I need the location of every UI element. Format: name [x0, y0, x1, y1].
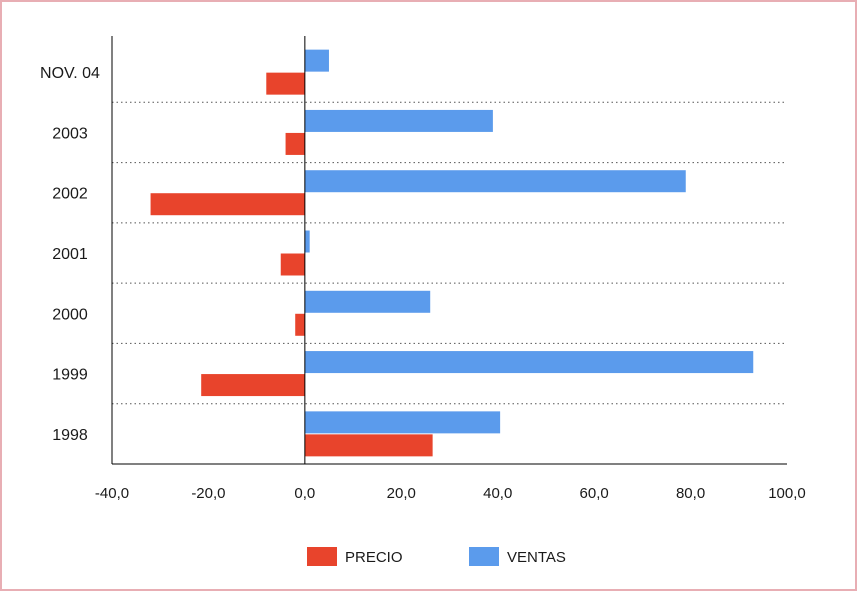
legend-label-precio: PRECIO — [345, 549, 403, 566]
ventas-bar — [304, 351, 754, 374]
precio-bar — [304, 434, 433, 457]
precio-bar — [280, 253, 305, 276]
category-label: 1999 — [52, 367, 88, 384]
x-tick-label: 0,0 — [294, 485, 315, 502]
ventas-bar — [304, 230, 310, 253]
ventas-bar — [304, 290, 431, 313]
x-tick-label: 40,0 — [483, 485, 512, 502]
precio-bar — [285, 132, 305, 155]
x-tick-label: 20,0 — [387, 485, 416, 502]
ventas-bar — [304, 170, 686, 193]
ventas-bar — [304, 49, 329, 72]
precio-bar — [201, 374, 305, 397]
precio-bar — [150, 193, 305, 216]
axes-layer — [111, 36, 787, 465]
legend-swatch-precio — [307, 547, 337, 566]
legend-swatch-ventas — [469, 547, 499, 566]
bars-layer — [150, 49, 754, 457]
category-label: NOV. 04 — [40, 65, 100, 82]
x-tick-label: 60,0 — [580, 485, 609, 502]
x-tick-label: 100,0 — [768, 485, 806, 502]
category-label: 2000 — [52, 306, 88, 323]
ventas-bar — [304, 411, 501, 434]
category-label: 2001 — [52, 246, 88, 263]
category-label: 2002 — [52, 186, 88, 203]
x-tick-label: -20,0 — [191, 485, 225, 502]
legend: PRECIO VENTAS — [307, 547, 566, 566]
category-label: 1998 — [52, 427, 88, 444]
grid-layer — [112, 101, 787, 405]
x-tick-label: 80,0 — [676, 485, 705, 502]
precio-bar — [295, 313, 305, 336]
precio-bar — [266, 72, 305, 95]
category-label: 2003 — [52, 125, 88, 142]
legend-label-ventas: VENTAS — [507, 549, 566, 566]
ventas-bar — [304, 109, 493, 132]
x-tick-label: -40,0 — [95, 485, 129, 502]
labels-layer: NOV. 04 2003 2002 2001 2000 1999 1998 -40,0 -20,… — [40, 65, 806, 502]
